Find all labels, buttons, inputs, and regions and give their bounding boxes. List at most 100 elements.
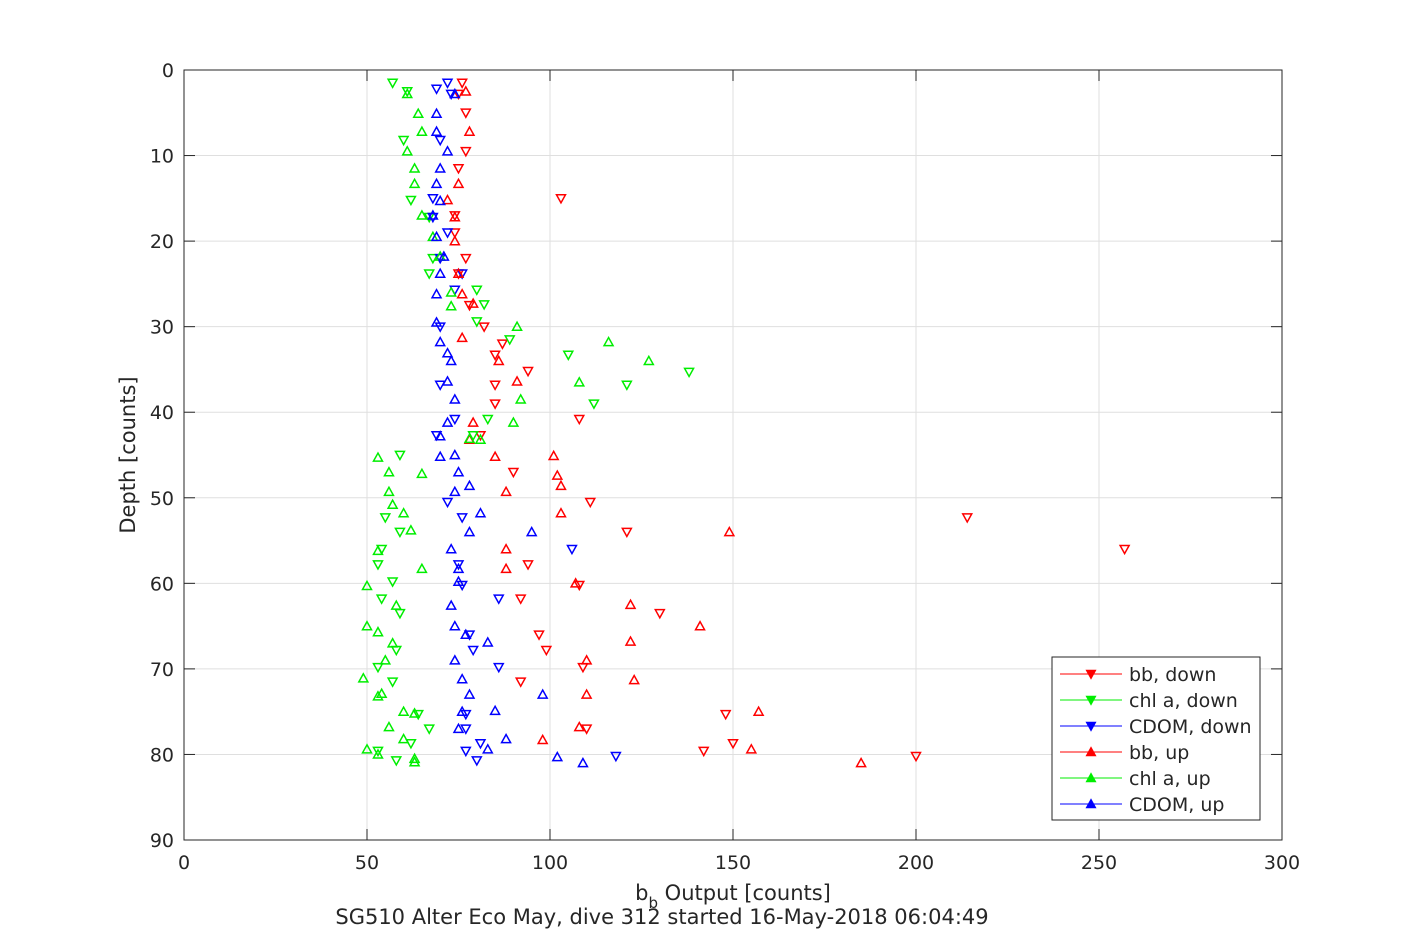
- data-point: [452, 575, 465, 586]
- data-point: [405, 195, 417, 207]
- data-point: [514, 393, 527, 404]
- data-point: [372, 451, 384, 462]
- data-point: [427, 209, 439, 220]
- data-point: [489, 350, 501, 361]
- data-point: [456, 78, 468, 89]
- data-point: [460, 108, 472, 119]
- data-point: [445, 599, 457, 610]
- legend: bb, down chl a, down CDOM, down bb, up chl a…: [1051, 656, 1261, 821]
- data-point: [408, 752, 421, 764]
- data-point: [401, 87, 414, 98]
- data-point: [449, 485, 461, 497]
- data-point: [386, 498, 399, 509]
- data-point: [412, 709, 425, 721]
- data-point: [412, 107, 425, 118]
- data-point: [441, 145, 454, 156]
- data-point: [430, 84, 443, 95]
- data-point: [489, 399, 501, 410]
- y-tick-label: 70: [150, 659, 174, 681]
- data-point: [445, 543, 457, 554]
- data-point: [723, 525, 736, 537]
- data-point: [467, 645, 479, 657]
- data-point: [474, 507, 487, 518]
- data-point: [460, 724, 472, 735]
- data-point: [449, 620, 461, 631]
- data-point: [383, 721, 395, 732]
- data-point: [441, 194, 454, 205]
- data-point: [460, 628, 472, 640]
- data-point: [500, 562, 512, 574]
- data-point: [372, 748, 384, 759]
- data-point: [390, 756, 403, 767]
- data-point: [525, 525, 538, 537]
- axis-ticks: 0 50 100 150 200 250 300 0 10 20 30 40 50 60 70 80 90: [150, 60, 1300, 874]
- data-point: [500, 733, 512, 744]
- data-point: [386, 78, 399, 89]
- x-axis-label: bb Output [counts]: [635, 881, 831, 912]
- data-point: [408, 756, 421, 767]
- data-point: [405, 524, 417, 535]
- data-point: [452, 466, 465, 477]
- data-point: [434, 336, 446, 347]
- legend-marker: [1085, 695, 1097, 706]
- data-point: [471, 317, 483, 328]
- data-point: [416, 125, 428, 136]
- data-point: [379, 513, 392, 524]
- data-point: [463, 630, 476, 641]
- data-point: [361, 620, 373, 631]
- data-point: [610, 751, 622, 763]
- data-point: [460, 746, 472, 758]
- x-tick-label: 50: [355, 852, 379, 874]
- legend-box: [1051, 656, 1261, 821]
- data-point: [438, 250, 450, 261]
- data-point: [434, 135, 446, 147]
- data-point: [467, 416, 479, 427]
- data-point: [361, 579, 373, 591]
- data-point: [474, 738, 487, 750]
- y-tick-label: 50: [150, 488, 174, 510]
- data-point: [383, 466, 395, 477]
- data-point: [383, 485, 395, 497]
- data-point: [452, 267, 465, 278]
- data-point: [449, 211, 461, 222]
- data-point: [584, 497, 597, 509]
- data-point: [423, 269, 435, 280]
- data-point: [621, 380, 633, 391]
- data-point: [394, 527, 406, 539]
- y-tick-label: 30: [150, 317, 174, 339]
- data-point: [573, 376, 586, 387]
- data-point: [401, 87, 414, 99]
- data-point: [441, 78, 454, 89]
- x-axis-label-main: b: [635, 881, 648, 905]
- data-point: [394, 450, 406, 462]
- data-point: [463, 432, 476, 444]
- y-tick-label: 40: [150, 402, 174, 424]
- data-point: [463, 125, 476, 136]
- y-tick-label: 10: [150, 146, 174, 168]
- data-point: [910, 751, 922, 763]
- data-point: [386, 637, 399, 648]
- data-point: [397, 135, 410, 147]
- data-point: [588, 399, 600, 410]
- data-point: [434, 253, 446, 265]
- data-point: [489, 380, 501, 391]
- data-point: [602, 336, 615, 347]
- legend-marker: [1085, 798, 1097, 809]
- data-point: [449, 654, 461, 665]
- data-point: [427, 253, 439, 265]
- data-point: [489, 704, 501, 716]
- data-point: [445, 354, 457, 366]
- data-point: [397, 733, 410, 744]
- data-point: [961, 513, 974, 524]
- data-point: [533, 630, 545, 641]
- data-point: [375, 594, 388, 605]
- data-point: [386, 577, 399, 588]
- data-point: [577, 756, 589, 768]
- data-point: [621, 527, 633, 539]
- data-point: [536, 688, 549, 699]
- data-point: [423, 724, 435, 735]
- x-axis-label-rest: Output [counts]: [658, 881, 831, 905]
- data-point: [401, 145, 414, 156]
- data-point: [456, 705, 468, 717]
- data-point: [855, 756, 867, 768]
